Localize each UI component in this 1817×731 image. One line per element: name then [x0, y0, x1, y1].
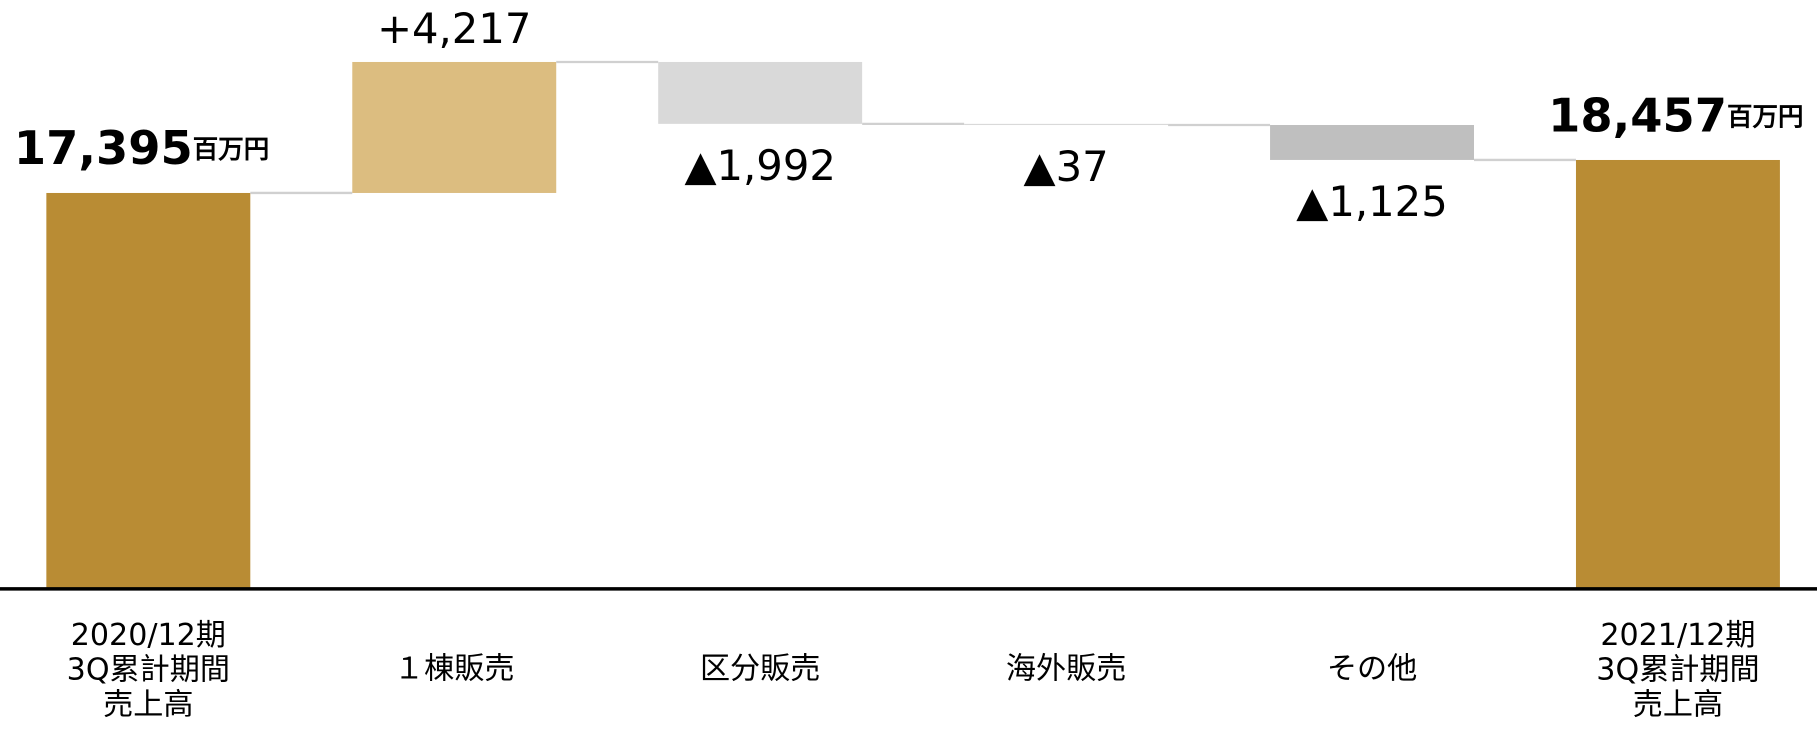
x-tick-label: 売上高: [1633, 687, 1723, 722]
bar: [1270, 125, 1474, 160]
bar: [964, 123, 1169, 126]
x-tick-label: 2020/12期: [71, 618, 226, 653]
x-tick-label: 売上高: [103, 687, 193, 722]
value-text: 17,395: [14, 121, 193, 175]
bar: [46, 192, 251, 589]
x-tick-label: その他: [1327, 652, 1417, 687]
unit-text: 百万円: [193, 135, 269, 165]
bar: [1575, 159, 1780, 589]
value-label: ▲37: [1024, 142, 1109, 191]
x-tick-label: 区分販売: [700, 652, 820, 687]
x-tick-label: １棟販売: [394, 652, 514, 687]
value-label: 17,395百万円: [14, 121, 269, 175]
x-tick-label: 3Q累計期間: [67, 653, 230, 688]
bar: [352, 61, 557, 193]
x-tick-label: 3Q累計期間: [1596, 653, 1759, 688]
value-label: ▲1,125: [1296, 177, 1447, 226]
value-text: 18,457: [1548, 88, 1727, 142]
x-tick-label: 2021/12期: [1600, 618, 1755, 653]
x-tick-label: 海外販売: [1006, 652, 1126, 687]
value-label: +4,217: [377, 4, 531, 53]
bar: [658, 61, 863, 124]
unit-text: 百万円: [1727, 102, 1803, 132]
value-label: ▲1,992: [684, 141, 835, 190]
value-label: 18,457百万円: [1548, 88, 1803, 142]
